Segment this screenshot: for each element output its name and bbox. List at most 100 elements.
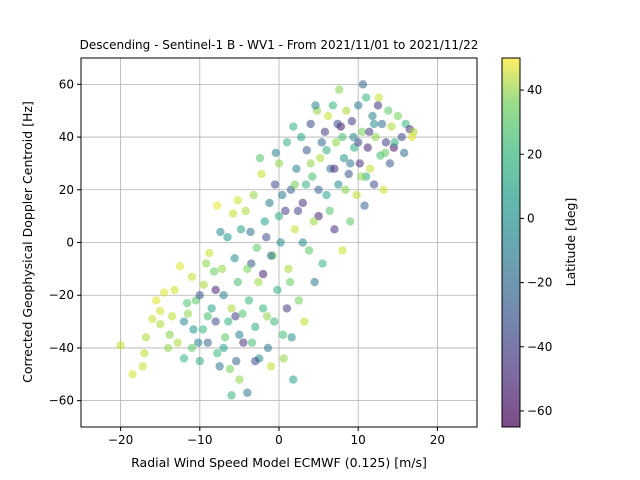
y-tick-label: 60: [59, 77, 74, 91]
scatter-point: [219, 291, 228, 300]
scatter-point: [325, 206, 334, 216]
scatter-point: [277, 190, 287, 200]
scatter-point: [374, 93, 383, 102]
scatter-point: [318, 259, 327, 268]
scatter-point: [182, 298, 192, 308]
scatter-point: [397, 132, 406, 142]
chart-title: Descending - Sentinel-1 B - WV1 - From 2…: [80, 38, 479, 52]
scatter-point: [243, 388, 252, 397]
scatter-point: [189, 325, 198, 334]
scatter-point: [365, 127, 374, 136]
scatter-point: [236, 225, 246, 234]
scatter-point: [195, 356, 204, 366]
scatter-point: [369, 119, 379, 129]
scatter-point: [320, 127, 330, 136]
scatter-point: [274, 211, 284, 221]
scatter-point: [213, 201, 222, 210]
scatter-point: [258, 269, 268, 279]
colorbar-ticks: −60 −40 −20 0 20 40: [520, 83, 552, 418]
scatter-point: [187, 272, 197, 281]
scatter-point: [252, 243, 262, 252]
scatter-point: [278, 330, 288, 339]
scatter-point: [385, 159, 395, 168]
scatter-point: [207, 304, 216, 313]
scatter-point: [233, 196, 243, 205]
y-tick-label: 0: [66, 236, 74, 250]
scatter-point: [387, 122, 396, 131]
scatter-point: [347, 117, 357, 126]
scatter-point: [341, 185, 350, 194]
scatter-point: [352, 190, 361, 200]
scatter-point: [225, 364, 235, 374]
scatter-point: [198, 325, 208, 334]
scatter-point: [302, 146, 311, 155]
scatter-point: [215, 362, 224, 371]
scatter-point: [346, 159, 355, 168]
y-tick-label: 20: [59, 183, 74, 197]
scatter-point: [292, 164, 301, 173]
scatter-point: [175, 262, 185, 271]
scatter-point: [239, 338, 248, 347]
colorbar-tick-label: 40: [527, 83, 542, 97]
scatter-point: [379, 185, 388, 194]
scatter-point: [298, 198, 307, 208]
scatter-point: [322, 146, 331, 155]
scatter-point: [282, 138, 292, 147]
scatter-point: [361, 93, 371, 102]
scatter-point: [390, 138, 399, 147]
scatter-point: [138, 362, 147, 371]
scatter-point: [300, 317, 309, 326]
scatter-point: [333, 119, 342, 129]
scatter-point: [179, 317, 189, 326]
scatter-point: [358, 80, 368, 89]
scatter-point: [330, 225, 339, 234]
scatter-point: [338, 246, 347, 255]
scatter-point: [393, 111, 402, 121]
scatter-point: [230, 254, 239, 263]
scatter-point: [195, 291, 204, 300]
colorbar-tick-label: 20: [527, 147, 542, 161]
scatter-point: [285, 277, 295, 287]
scatter-point: [167, 312, 177, 321]
scatter-point: [355, 159, 364, 168]
scatter-point: [246, 227, 255, 237]
scatter-point: [365, 164, 375, 173]
scatter-point: [380, 148, 390, 158]
scatter-points: [116, 80, 418, 400]
scatter-point: [152, 296, 161, 305]
scatter-point: [187, 343, 197, 353]
scatter-point: [228, 209, 238, 218]
scatter-point: [211, 317, 220, 326]
scatter-point: [235, 375, 244, 384]
scatter-point: [227, 304, 236, 313]
colorbar-gradient: [501, 57, 521, 428]
scatter-point: [279, 354, 288, 363]
scatter-point: [311, 101, 320, 110]
scatter-point: [296, 132, 306, 142]
scatter-point: [346, 217, 355, 226]
scatter-point: [287, 333, 296, 342]
scatter-point: [384, 106, 393, 115]
colorbar-tick-label: 0: [527, 211, 535, 225]
colorbar-tick-label: −40: [527, 340, 552, 354]
scatter-point: [203, 338, 212, 347]
scatter-point: [330, 164, 339, 173]
scatter-point: [306, 119, 315, 129]
scatter-point: [199, 280, 208, 289]
scatter-point: [223, 233, 232, 242]
scatter-point: [371, 132, 380, 142]
colorbar: −60 −40 −20 0 20 40: [501, 57, 552, 428]
scatter-point: [219, 343, 228, 353]
scatter-point: [244, 296, 254, 305]
y-tick-label: −20: [49, 288, 74, 302]
scatter-point: [338, 132, 347, 142]
scatter-point: [205, 248, 214, 258]
scatter-point: [163, 343, 173, 353]
scatter-point: [254, 277, 263, 287]
scatter-point: [170, 285, 179, 295]
scatter-point: [140, 349, 149, 358]
x-tick-label: −10: [187, 433, 212, 447]
scatter-point: [194, 338, 203, 347]
scatter-point: [141, 333, 151, 342]
